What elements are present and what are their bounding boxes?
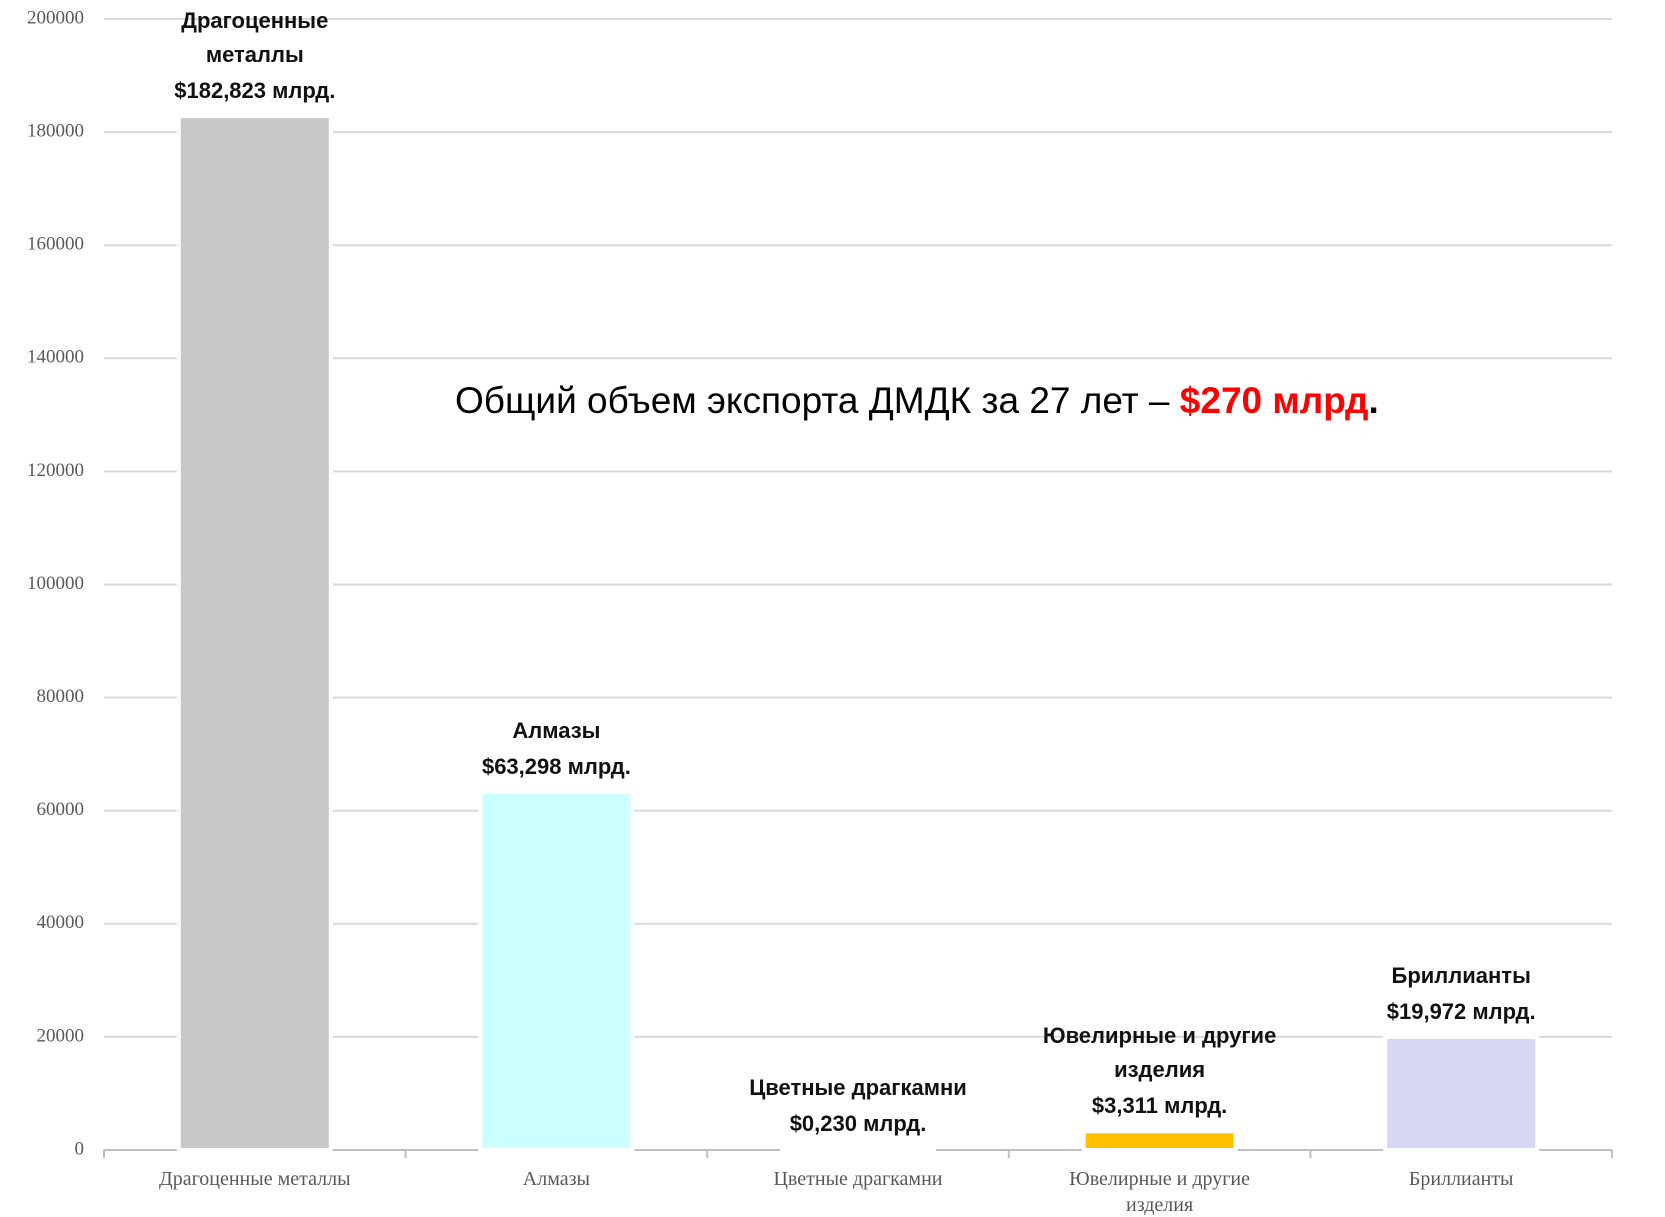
y-tick-label: 80000 [37,686,85,707]
y-tick-label: 20000 [37,1025,85,1046]
annotation-end: . [1368,380,1379,421]
annotation-text: Общий объем экспорта ДМДК за 27 лет – [455,380,1180,421]
bar [478,790,635,1152]
data-label-name: Ювелирные и другие изделия [1042,1023,1277,1083]
data-label: $19,972 млрд. [1386,999,1536,1025]
data-label: $3,311 млрд. [1091,1093,1228,1119]
x-tick-label: Бриллианты [1408,1168,1514,1190]
x-tick-label: Ювелирные и другие изделия [1069,1168,1251,1216]
x-tick-label: Драгоценные металлы [159,1168,351,1190]
x-tick-label: Алмазы [522,1168,590,1190]
y-tick-label: 200000 [27,7,84,28]
annotation: Общий объем экспорта ДМДК за 27 лет – $2… [455,380,1379,422]
y-tick-label: 140000 [27,347,84,368]
annotation-highlight: $270 млрд [1179,380,1369,421]
y-tick-label: 40000 [37,912,85,933]
data-label: $182,823 млрд. [174,78,336,104]
y-tick-label: 0 [75,1138,85,1159]
data-label-name: Алмазы [512,718,601,744]
bar [176,114,333,1152]
data-label-name: Драгоценные металлы [181,8,329,68]
data-label: $63,298 млрд. [481,754,631,780]
y-tick-label: 60000 [37,799,85,820]
x-tick-label: Цветные драгкамни [773,1168,943,1190]
y-tick-label: 180000 [27,120,84,141]
y-tick-label: 160000 [27,234,84,255]
data-label-name: Бриллианты [1391,963,1531,989]
bar [1081,1129,1238,1152]
data-label: $0,230 млрд. [789,1110,927,1136]
bar [780,1146,936,1152]
bar [1383,1035,1540,1153]
y-tick-label: 100000 [27,573,84,594]
y-tick-label: 120000 [27,460,84,481]
data-label-name: Цветные драгкамни [749,1074,967,1100]
